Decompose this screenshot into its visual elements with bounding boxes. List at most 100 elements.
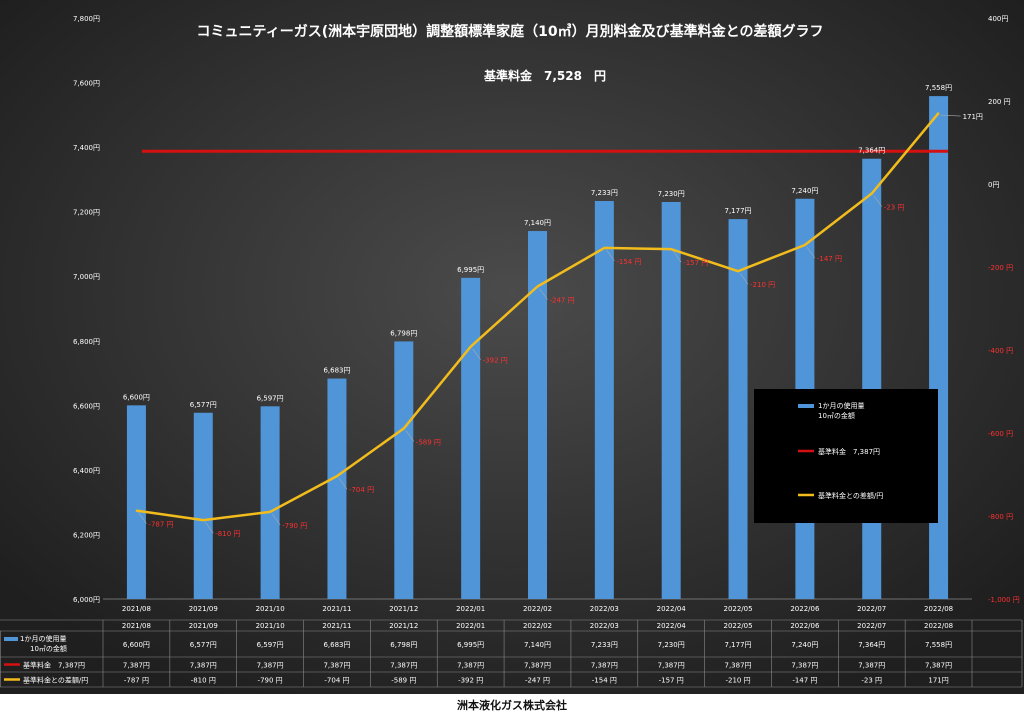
difference-value-label: -210 円 (750, 281, 775, 289)
legend-label: 1か月の使用量 (818, 401, 864, 410)
x-tick-label: 2021/12 (389, 605, 418, 613)
y-tick-label: 6,200円 (73, 531, 100, 539)
bar-value-label: 7,364円 (858, 147, 885, 155)
bar-value-label: 6,577円 (190, 401, 217, 409)
table-value-cell: 7,177円 (725, 641, 752, 649)
y-tick-label: 7,200円 (73, 209, 100, 217)
bar (528, 231, 547, 600)
leader-line (205, 521, 214, 534)
y2-tick-label: -600 円 (988, 430, 1013, 438)
leader-line (271, 513, 281, 526)
x-tick-label: 2022/06 (790, 605, 820, 613)
table-value-cell: 7,387円 (591, 662, 618, 670)
x-tick-label: 2021/11 (322, 605, 351, 613)
bar (929, 96, 949, 600)
chart-subtitle: 基準料金 7,528 円 (483, 68, 606, 83)
table-header-cell: 2022/08 (924, 622, 953, 630)
table-value-cell: 7,387円 (524, 662, 551, 670)
table-value-cell: 171円 (928, 677, 948, 685)
table-header-cell: 2021/12 (389, 622, 418, 630)
table-value-cell: -147 円 (792, 677, 817, 685)
difference-point (804, 244, 806, 246)
bar-value-label: 6,798円 (390, 329, 417, 337)
table-header-cell: 2022/04 (657, 622, 687, 630)
table-header-cell: 2022/02 (523, 622, 552, 630)
difference-value-label: -810 円 (215, 530, 240, 538)
chart-title: コミュニティーガス(洲本宇原団地）調整額標準家庭（10㎥）月別料金及び基準料金と… (197, 23, 824, 40)
bar-value-label: 6,600円 (123, 393, 150, 401)
bar (394, 341, 414, 599)
chart-background (0, 0, 1024, 694)
table-value-cell: 6,995円 (457, 641, 484, 649)
y-tick-label: 6,000円 (73, 596, 100, 604)
table-value-cell: -787 円 (124, 677, 149, 685)
bar-value-label: 7,140円 (524, 219, 551, 227)
table-header-cell: 2022/01 (456, 622, 485, 630)
table-value-cell: 7,387円 (925, 662, 952, 670)
table-value-cell: 7,387円 (123, 662, 150, 670)
bar-value-label: 7,233円 (591, 189, 618, 197)
bar-value-label: 6,597円 (257, 394, 284, 402)
table-header-cell: 2022/07 (857, 622, 886, 630)
bar (728, 219, 748, 599)
table-value-cell: 6,600円 (123, 641, 150, 649)
difference-value-label: -247 円 (550, 297, 575, 305)
table-legend-swatch (4, 637, 18, 641)
table-value-cell: -810 円 (191, 677, 216, 685)
y2-tick-label: -400 円 (988, 347, 1013, 355)
y2-tick-label: 200 円 (988, 98, 1011, 106)
difference-point (737, 270, 739, 272)
table-value-cell: 6,597円 (257, 641, 284, 649)
bar-value-label: 7,240円 (791, 187, 818, 195)
difference-point (135, 509, 138, 512)
table-value-cell: 7,240円 (791, 641, 818, 649)
table-row-label: 10㎥の金額 (30, 644, 67, 653)
leader-line (606, 249, 615, 262)
x-tick-label: 2022/05 (723, 605, 752, 613)
difference-value-label: -23 円 (884, 204, 905, 212)
y-tick-label: 7,600円 (73, 80, 100, 88)
y-tick-label: 7,400円 (73, 144, 100, 152)
bar (862, 158, 882, 599)
y-tick-label: 7,800円 (73, 15, 100, 23)
table-header-cell: 2021/08 (122, 622, 151, 630)
difference-point (536, 285, 539, 288)
y-tick-label: 6,400円 (73, 467, 100, 475)
bar-value-label: 6,995円 (457, 266, 484, 274)
x-tick-label: 2022/02 (523, 605, 552, 613)
difference-point (469, 345, 472, 348)
leader-line (672, 250, 682, 263)
bar-value-label: 7,230円 (658, 190, 685, 198)
y-tick-label: 7,000円 (73, 273, 100, 281)
table-value-cell: 7,387円 (725, 662, 752, 670)
x-tick-label: 2022/04 (657, 605, 687, 613)
difference-point (269, 511, 271, 513)
x-tick-label: 2022/08 (924, 605, 953, 613)
difference-value-label: -787 円 (148, 521, 173, 529)
difference-point (670, 248, 672, 250)
table-header-cell: 2022/03 (590, 622, 619, 630)
table-value-cell: 7,230円 (658, 641, 685, 649)
leader-line (405, 430, 415, 442)
table-header-cell: 2022/05 (723, 622, 752, 630)
x-tick-label: 2021/09 (189, 605, 218, 613)
bar (661, 201, 681, 599)
difference-value-label: -157 円 (683, 259, 708, 267)
difference-point (336, 475, 338, 477)
x-tick-label: 2022/07 (857, 605, 886, 613)
table-value-cell: -247 円 (525, 677, 550, 685)
difference-value-label: -147 円 (817, 255, 842, 263)
table-value-cell: 7,387円 (323, 662, 350, 670)
bar (461, 277, 481, 599)
table-value-cell: 6,683円 (323, 641, 350, 649)
table-value-cell: 6,798円 (390, 641, 417, 649)
bar (260, 406, 280, 599)
leader-line (338, 477, 348, 490)
leader-line (806, 246, 816, 259)
y2-tick-label: -800 円 (988, 513, 1013, 521)
x-tick-label: 2022/03 (590, 605, 619, 613)
leader-line (138, 512, 147, 524)
difference-point (870, 192, 873, 195)
table-value-cell: -23 円 (861, 677, 882, 685)
table-row-label: 基準料金 7,387円 (23, 661, 85, 670)
